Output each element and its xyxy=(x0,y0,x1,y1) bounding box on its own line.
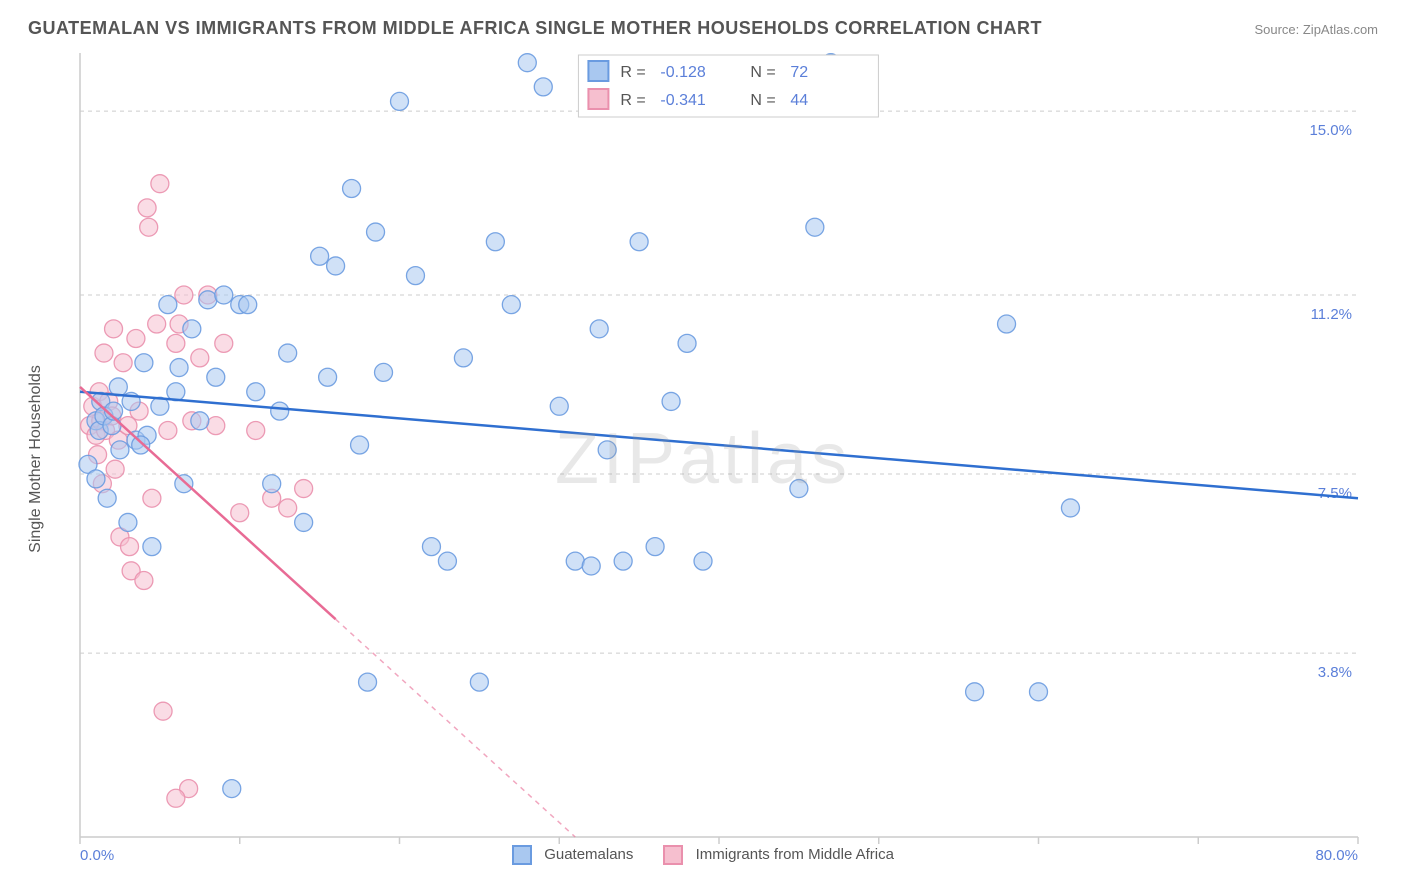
svg-text:N =: N = xyxy=(750,64,775,81)
svg-text:7.5%: 7.5% xyxy=(1318,485,1352,502)
svg-text:15.0%: 15.0% xyxy=(1309,122,1352,139)
svg-text:-0.341: -0.341 xyxy=(660,92,705,109)
swatch-blue-icon xyxy=(512,845,532,865)
svg-text:3.8%: 3.8% xyxy=(1318,664,1352,681)
x-axis-min-label: 0.0% xyxy=(80,847,114,864)
x-axis-max-label: 80.0% xyxy=(1315,847,1358,864)
chart-area: Single Mother Households ZIPatlas 3.8%7.… xyxy=(28,49,1378,869)
svg-text:11.2%: 11.2% xyxy=(1311,306,1352,323)
legend-pink-label: Immigrants from Middle Africa xyxy=(696,846,894,863)
y-axis-label: Single Mother Households xyxy=(27,365,45,553)
svg-text:R =: R = xyxy=(620,92,645,109)
swatch-pink-icon xyxy=(663,845,683,865)
svg-text:44: 44 xyxy=(790,92,808,109)
svg-text:R =: R = xyxy=(620,64,645,81)
chart-title: GUATEMALAN VS IMMIGRANTS FROM MIDDLE AFR… xyxy=(28,18,1042,39)
svg-text:N =: N = xyxy=(750,92,775,109)
bottom-legend: 0.0% Guatemalans Immigrants from Middle … xyxy=(28,845,1378,865)
legend-item-pink: Immigrants from Middle Africa xyxy=(663,845,894,865)
legend-item-blue: Guatemalans xyxy=(512,845,633,865)
scatter-plot-svg: 3.8% 7.5% 11.2% 15.0% R = -0.128 N = 72 R = -0.34… xyxy=(28,49,1378,869)
source-label: Source: ZipAtlas.com xyxy=(1254,22,1378,37)
svg-text:-0.128: -0.128 xyxy=(660,64,705,81)
svg-text:72: 72 xyxy=(790,64,808,81)
legend-blue-label: Guatemalans xyxy=(544,846,633,863)
